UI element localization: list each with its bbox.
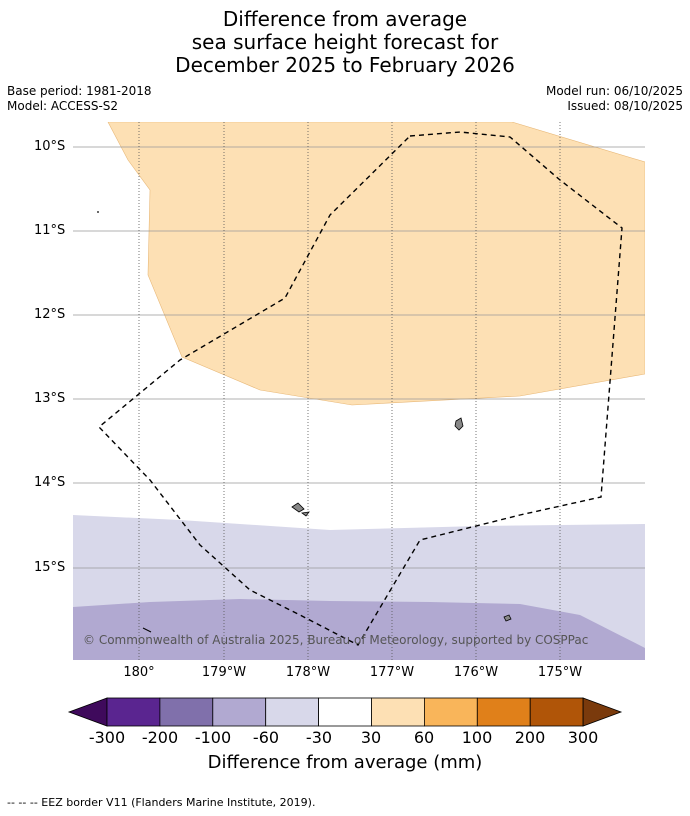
- colorbar-segment: [106, 697, 161, 727]
- lon-label: 179°W: [201, 665, 247, 680]
- colorbar-label: 200: [514, 728, 546, 747]
- lon-label: 176°W: [453, 665, 499, 680]
- colorbar-label: 30: [360, 728, 382, 747]
- island: [291, 502, 305, 513]
- lat-label: 12°S: [34, 307, 66, 322]
- lat-label: 15°S: [34, 560, 66, 575]
- island: [503, 614, 512, 622]
- lat-label: 14°S: [34, 475, 66, 490]
- model-name: Model: ACCESS-S2: [7, 99, 119, 113]
- lat-label: 13°S: [34, 391, 66, 406]
- meta-right: Model run: 06/10/2025 Issued: 08/10/2025: [546, 84, 683, 114]
- eez-border: [97, 131, 623, 646]
- lon-label: 177°W: [369, 665, 415, 680]
- colorbar-segment: [423, 697, 478, 727]
- eez-footnote: -- -- -- EEZ border V11 (Flanders Marine…: [7, 796, 316, 809]
- lat-label: 11°S: [34, 223, 66, 238]
- colorbar-segment: [476, 697, 531, 727]
- colorbar-label: 300: [567, 728, 599, 747]
- model-run: Model run: 06/10/2025: [545, 84, 683, 98]
- colorbar-label: -300: [88, 728, 126, 747]
- colorbar-label: -30: [305, 728, 333, 747]
- colorbar-label: -60: [252, 728, 280, 747]
- lon-label: 175°W: [537, 665, 583, 680]
- lon-label: 178°W: [285, 665, 331, 680]
- lon-label: 180°: [123, 665, 155, 680]
- island: [97, 211, 99, 213]
- colorbar-segment: [265, 697, 320, 727]
- title-line-2: sea surface height forecast for: [191, 30, 499, 54]
- colorbar-label: -200: [141, 728, 179, 747]
- copyright-notice: © Commonwealth of Australia 2025, Bureau…: [83, 633, 589, 647]
- island: [142, 627, 152, 633]
- lat-label: 10°S: [34, 139, 66, 154]
- chart-title: Difference from average sea surface heig…: [0, 8, 690, 77]
- colorbar-title: Difference from average (mm): [207, 752, 483, 773]
- island: [454, 417, 464, 431]
- island: [300, 511, 310, 517]
- title-line-1: Difference from average: [222, 7, 468, 31]
- colorbar-label: 100: [461, 728, 493, 747]
- negative-anomaly-medium-region: [73, 599, 645, 660]
- issued-date: Issued: 08/10/2025: [567, 99, 683, 113]
- colorbar-segment: [318, 697, 372, 727]
- colorbar-segment: [212, 697, 267, 727]
- colorbar-segment: [371, 697, 425, 727]
- positive-anomaly-region: [107, 122, 645, 406]
- colorbar-segment: [529, 697, 584, 727]
- latitude-gridlines: [73, 146, 645, 569]
- base-period: Base period: 1981-2018: [7, 84, 152, 98]
- colorbar-label: 60: [413, 728, 435, 747]
- colorbar-label: -100: [194, 728, 232, 747]
- colorbar-extend-low: [67, 697, 108, 727]
- colorbar-extend-high: [582, 697, 623, 727]
- colorbar-segment: [159, 697, 214, 727]
- title-line-3: December 2025 to February 2026: [175, 53, 515, 77]
- meta-left: Base period: 1981-2018 Model: ACCESS-S2: [7, 84, 152, 114]
- colorbar: [67, 697, 623, 727]
